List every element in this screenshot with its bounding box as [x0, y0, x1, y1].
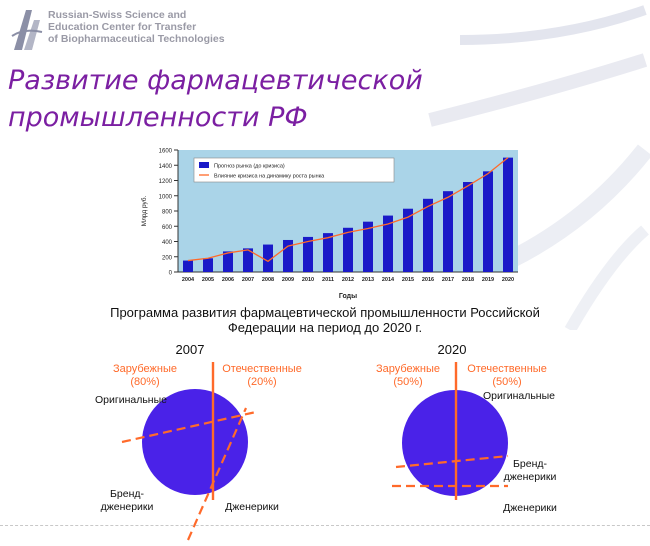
bar-2010: [303, 236, 313, 272]
x-tick-label: 2004: [182, 277, 195, 283]
pie-label-foreign: Зарубежные: [113, 363, 177, 375]
bar-2014: [383, 215, 393, 272]
y-tick-label: 1600: [159, 149, 173, 155]
pie-label-generics: Дженерики: [225, 501, 279, 513]
pie-circle-2007: [142, 389, 248, 495]
x-tick-label: 2012: [342, 277, 354, 283]
organization-name: Russian-Swiss Science and Education Cent…: [48, 9, 288, 45]
page-title-line-2: промышленности РФ: [8, 102, 308, 133]
bar-2017: [443, 191, 453, 272]
page-title: Развитие фармацевтической промышленности…: [8, 62, 568, 136]
y-tick-label: 600: [162, 225, 173, 231]
bar-2009: [283, 239, 293, 272]
bar-2012: [343, 227, 353, 272]
bar-2020: [503, 157, 513, 272]
caption-line-1: Программа развития фармацевтической пром…: [110, 305, 540, 320]
bar-2005: [203, 258, 213, 272]
x-tick-label: 2014: [382, 277, 395, 283]
bar-2013: [363, 221, 373, 272]
x-tick-label: 2015: [402, 277, 414, 283]
pie-share-domestic: (20%): [247, 376, 276, 388]
segment-divider-0: [395, 454, 509, 469]
logo-icon: [11, 10, 43, 50]
x-axis-label: Годы: [339, 293, 357, 300]
y-tick-label: 0: [169, 271, 173, 277]
x-tick-label: 2009: [282, 277, 294, 283]
y-tick-label: 400: [162, 240, 173, 246]
bar-2016: [423, 198, 433, 272]
caption-line-2: Федерации на период до 2020 г.: [227, 320, 423, 335]
pie-label-domestic: Отечественные: [467, 363, 547, 375]
bar-2018: [463, 182, 473, 272]
x-tick-label: 2020: [502, 277, 514, 283]
pie-label-domestic: Отечественные: [222, 363, 302, 375]
x-tick-label: 2006: [222, 277, 234, 283]
legend-swatch-forecast: [199, 162, 209, 168]
y-tick-label: 200: [162, 255, 173, 261]
org-line-2: Education Center for Transfer: [48, 21, 197, 33]
bar-2008: [263, 244, 273, 272]
bar-2019: [483, 171, 493, 272]
pie-share-foreign: (50%): [393, 376, 422, 388]
x-tick-label: 2019: [482, 277, 494, 283]
x-tick-label: 2007: [242, 277, 254, 283]
pie-label-brand-line-2: дженерики: [504, 471, 557, 483]
bar-2015: [403, 208, 413, 272]
pie-year-2020: 2020: [438, 342, 467, 357]
pie-label-brand-line-2: дженерики: [101, 501, 154, 513]
bottom-divider: [0, 525, 650, 526]
x-tick-label: 2013: [362, 277, 374, 283]
x-tick-label: 2011: [322, 277, 334, 283]
legend-label-forecast: Прогноз рынка (до кризиса): [214, 164, 285, 170]
pie-share-domestic: (50%): [492, 376, 521, 388]
x-tick-label: 2008: [262, 277, 274, 283]
legend-box: [193, 157, 395, 183]
chart-caption: Программа развития фармацевтической пром…: [60, 305, 590, 335]
bar-2007: [243, 248, 253, 272]
x-tick-label: 2010: [302, 277, 314, 283]
pie-label-brand-line-1: Бренд-: [513, 458, 547, 470]
x-tick-label: 2017: [442, 277, 454, 283]
pie-label-brand-line-1: Бренд-: [110, 488, 144, 500]
market-chart: 0 200 400 600 800 1000 1200 1400 1600 Млрд руб. 20…: [140, 149, 518, 300]
y-tick-label: 1400: [159, 164, 173, 170]
y-tick-label: 1000: [159, 194, 173, 200]
background-swoosh: [428, 5, 650, 330]
legend-label-crisis: Влияние кризиса на динамику роста рынка: [214, 174, 325, 180]
crisis-impact-line: [187, 157, 509, 263]
pie-share-foreign: (80%): [130, 376, 159, 388]
bar-2004: [183, 260, 193, 272]
y-tick-label: 1200: [159, 179, 173, 185]
pie-label-originals: Оригинальные: [95, 394, 167, 406]
y-tick-label: 800: [162, 210, 173, 216]
bar-2006: [223, 251, 233, 272]
x-tick-label: 2018: [462, 277, 474, 283]
y-axis-label: Млрд руб.: [140, 195, 148, 226]
segment-divider-0: [121, 410, 257, 444]
x-tick-label: 2005: [202, 277, 214, 283]
bar-2011: [323, 233, 333, 272]
pie-label-originals: Оригинальные: [483, 390, 555, 402]
x-tick-label: 2016: [422, 277, 434, 283]
pie-label-foreign: Зарубежные: [376, 363, 440, 375]
pie-year-2007: 2007: [176, 342, 205, 357]
pie-label-generics: Дженерики: [503, 502, 557, 514]
page-title-line-1: Развитие фармацевтической: [8, 65, 423, 96]
org-line-3: of Biopharmaceutical Technologies: [48, 33, 225, 45]
segment-divider-1: [186, 407, 248, 541]
org-line-1: Russian-Swiss Science and: [48, 9, 187, 21]
